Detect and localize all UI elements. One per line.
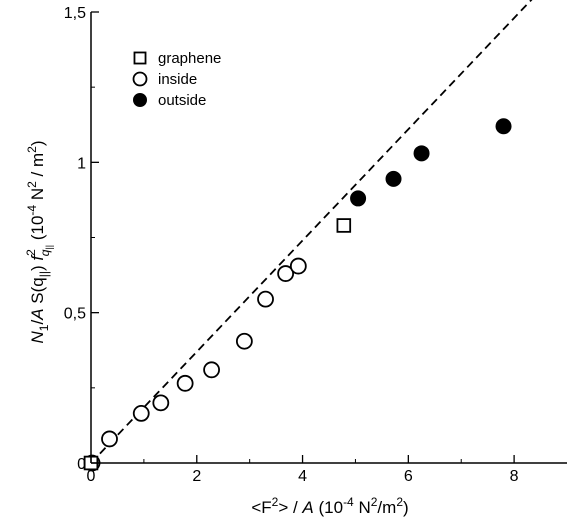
inside-point <box>277 265 295 282</box>
inside-point <box>257 290 274 308</box>
legend-inside-marker <box>132 71 148 87</box>
y-tick-label: 0,5 <box>64 306 86 323</box>
y-tick-label: 0 <box>77 456 86 473</box>
outside-point <box>350 190 367 207</box>
y-tick-label: 1 <box>77 155 86 172</box>
legend: graphene inside outside <box>132 50 221 109</box>
x-axis-label: <F2> / A (10-4 N2/m2) <box>251 495 408 517</box>
outside-point <box>385 170 402 187</box>
legend-graphene-marker <box>133 51 147 65</box>
y-tick-label: 1,5 <box>64 5 86 22</box>
legend-inside-label: inside <box>158 71 197 88</box>
inside-point <box>132 404 150 422</box>
inside-point <box>289 257 307 275</box>
inside-point <box>235 332 253 350</box>
x-tick-label: 8 <box>510 468 519 485</box>
x-tick-label: 2 <box>192 468 201 485</box>
legend-outside-label: outside <box>158 92 206 109</box>
plot-area <box>83 0 533 472</box>
x-tick-label: 0 <box>87 468 96 485</box>
inside-point <box>203 361 220 379</box>
outside-point <box>495 118 512 135</box>
x-tick-label: 6 <box>404 468 413 485</box>
inside-point <box>176 374 194 392</box>
graphene-point <box>336 218 352 233</box>
outside-point <box>413 145 430 162</box>
y-axis-label: N1/A S(q||) f2q|| (10-4 N2 / m2) <box>24 140 54 343</box>
inside-point <box>152 394 170 412</box>
legend-outside-marker <box>133 93 147 107</box>
legend-graphene-label: graphene <box>158 50 221 67</box>
inside-point <box>101 430 118 448</box>
x-tick-label: 4 <box>298 468 307 485</box>
fit-line <box>90 0 533 464</box>
axes: 0 2 4 6 8 0 0,5 1 1,5 <box>64 5 567 485</box>
